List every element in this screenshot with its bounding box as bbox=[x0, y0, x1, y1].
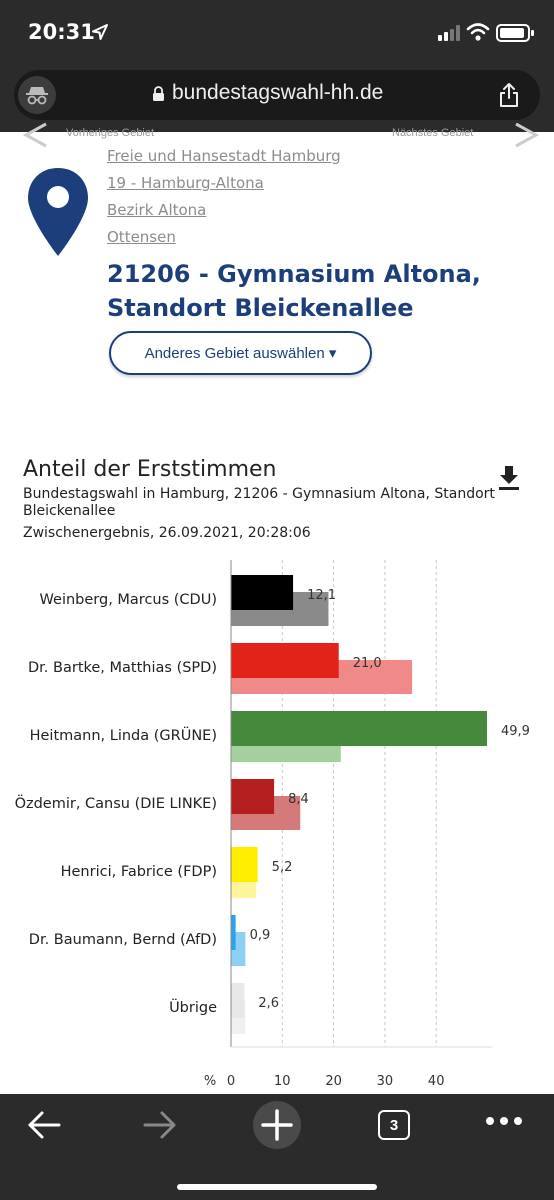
x-tick-label-20: 20 bbox=[325, 1074, 342, 1089]
chart-subtitle: Bundestagswahl in Hamburg, 21206 - Gymna… bbox=[23, 486, 495, 519]
value-label-5: 0,9 bbox=[250, 928, 271, 943]
lock-icon bbox=[153, 86, 164, 101]
address-bar[interactable]: bundestagswahl-hh.de bbox=[14, 70, 540, 120]
x-tick-label-30: 30 bbox=[377, 1074, 394, 1089]
prev-area-label[interactable]: Vorheriges Gebiet bbox=[66, 127, 155, 139]
page-title-line-2: Standort Bleickenallee bbox=[107, 294, 414, 322]
browser-toolbar: 3 bbox=[0, 1094, 554, 1200]
value-label-6: 2,6 bbox=[258, 996, 279, 1011]
chevron-left-icon[interactable] bbox=[20, 122, 52, 148]
x-tick-label-0: 0 bbox=[227, 1074, 235, 1089]
home-indicator bbox=[177, 1184, 377, 1190]
more-options-icon[interactable] bbox=[484, 1114, 524, 1128]
share-icon[interactable] bbox=[498, 82, 520, 108]
url-text[interactable]: bundestagswahl-hh.de bbox=[172, 81, 384, 104]
value-label-4: 5,2 bbox=[272, 860, 293, 875]
category-label-0: Weinberg, Marcus (CDU) bbox=[40, 592, 217, 608]
x-tick-label-40: 40 bbox=[428, 1074, 445, 1089]
tab-count-button[interactable]: 3 bbox=[378, 1110, 410, 1140]
bar-current-4 bbox=[231, 847, 258, 882]
category-label-6: Übrige bbox=[169, 998, 217, 1016]
bar-current-5 bbox=[231, 915, 236, 950]
value-label-3: 8,4 bbox=[288, 792, 309, 807]
page-title-line-1: 21206 - Gymnasium Altona, bbox=[107, 260, 481, 288]
status-time: 20:31 bbox=[28, 20, 95, 44]
category-label-2: Heitmann, Linda (GRÜNE) bbox=[30, 726, 217, 744]
chart-timestamp: Zwischenergebnis, 26.09.2021, 20:28:06 bbox=[23, 525, 311, 541]
category-label-5: Dr. Baumann, Bernd (AfD) bbox=[29, 932, 217, 948]
page-title: 21206 - Gymnasium Altona, Standort Bleic… bbox=[107, 257, 537, 325]
bar-current-2 bbox=[231, 711, 487, 746]
forward-arrow-icon[interactable] bbox=[142, 1109, 178, 1141]
category-label-3: Özdemir, Cansu (DIE LINKE) bbox=[15, 794, 217, 812]
download-icon[interactable] bbox=[498, 465, 520, 491]
x-tick-label-10: 10 bbox=[274, 1074, 291, 1089]
bar-current-6 bbox=[231, 983, 245, 1018]
category-label-4: Henrici, Fabrice (FDP) bbox=[61, 864, 217, 880]
plus-icon bbox=[261, 1109, 293, 1141]
breadcrumb-link-state[interactable]: Freie und Hansestadt Hamburg bbox=[107, 147, 341, 165]
breadcrumb-link-district[interactable]: Bezirk Altona bbox=[107, 201, 207, 219]
breadcrumb-link-quarter[interactable]: Ottensen bbox=[107, 228, 176, 246]
location-arrow-icon bbox=[92, 24, 108, 40]
wifi-icon bbox=[466, 23, 490, 41]
new-tab-button[interactable] bbox=[253, 1101, 301, 1149]
bar-current-3 bbox=[231, 779, 275, 814]
chart-title: Anteil der Erststimmen bbox=[23, 457, 277, 482]
value-label-1: 21,0 bbox=[353, 656, 382, 671]
battery-icon bbox=[496, 24, 534, 42]
bar-current-1 bbox=[231, 643, 339, 678]
status-bar: 20:31 bbox=[0, 0, 554, 66]
select-area-button[interactable]: Anderes Gebiet auswählen ▾ bbox=[109, 331, 372, 375]
breadcrumb-link-constituency[interactable]: 19 - Hamburg-Altona bbox=[107, 174, 264, 192]
map-pin-icon bbox=[28, 168, 88, 256]
value-label-0: 12,1 bbox=[307, 588, 336, 603]
bar-current-0 bbox=[231, 575, 294, 610]
browser-chrome: bundestagswahl-hh.de bbox=[0, 66, 554, 132]
back-arrow-icon[interactable] bbox=[26, 1109, 62, 1141]
chevron-right-icon[interactable] bbox=[510, 122, 542, 148]
cellular-signal-icon bbox=[438, 25, 460, 41]
first-votes-bar-chart: Weinberg, Marcus (CDU) 12,1 Dr. Bartke, Ma… bbox=[15, 560, 530, 1089]
x-unit-label: % bbox=[204, 1074, 216, 1089]
next-area-label[interactable]: Nächstes Gebiet bbox=[392, 127, 474, 139]
breadcrumb: Freie und Hansestadt Hamburg 19 - Hambur… bbox=[107, 146, 341, 254]
value-label-2: 49,9 bbox=[501, 724, 530, 739]
category-label-1: Dr. Bartke, Matthias (SPD) bbox=[28, 660, 217, 676]
incognito-icon[interactable] bbox=[18, 76, 56, 114]
